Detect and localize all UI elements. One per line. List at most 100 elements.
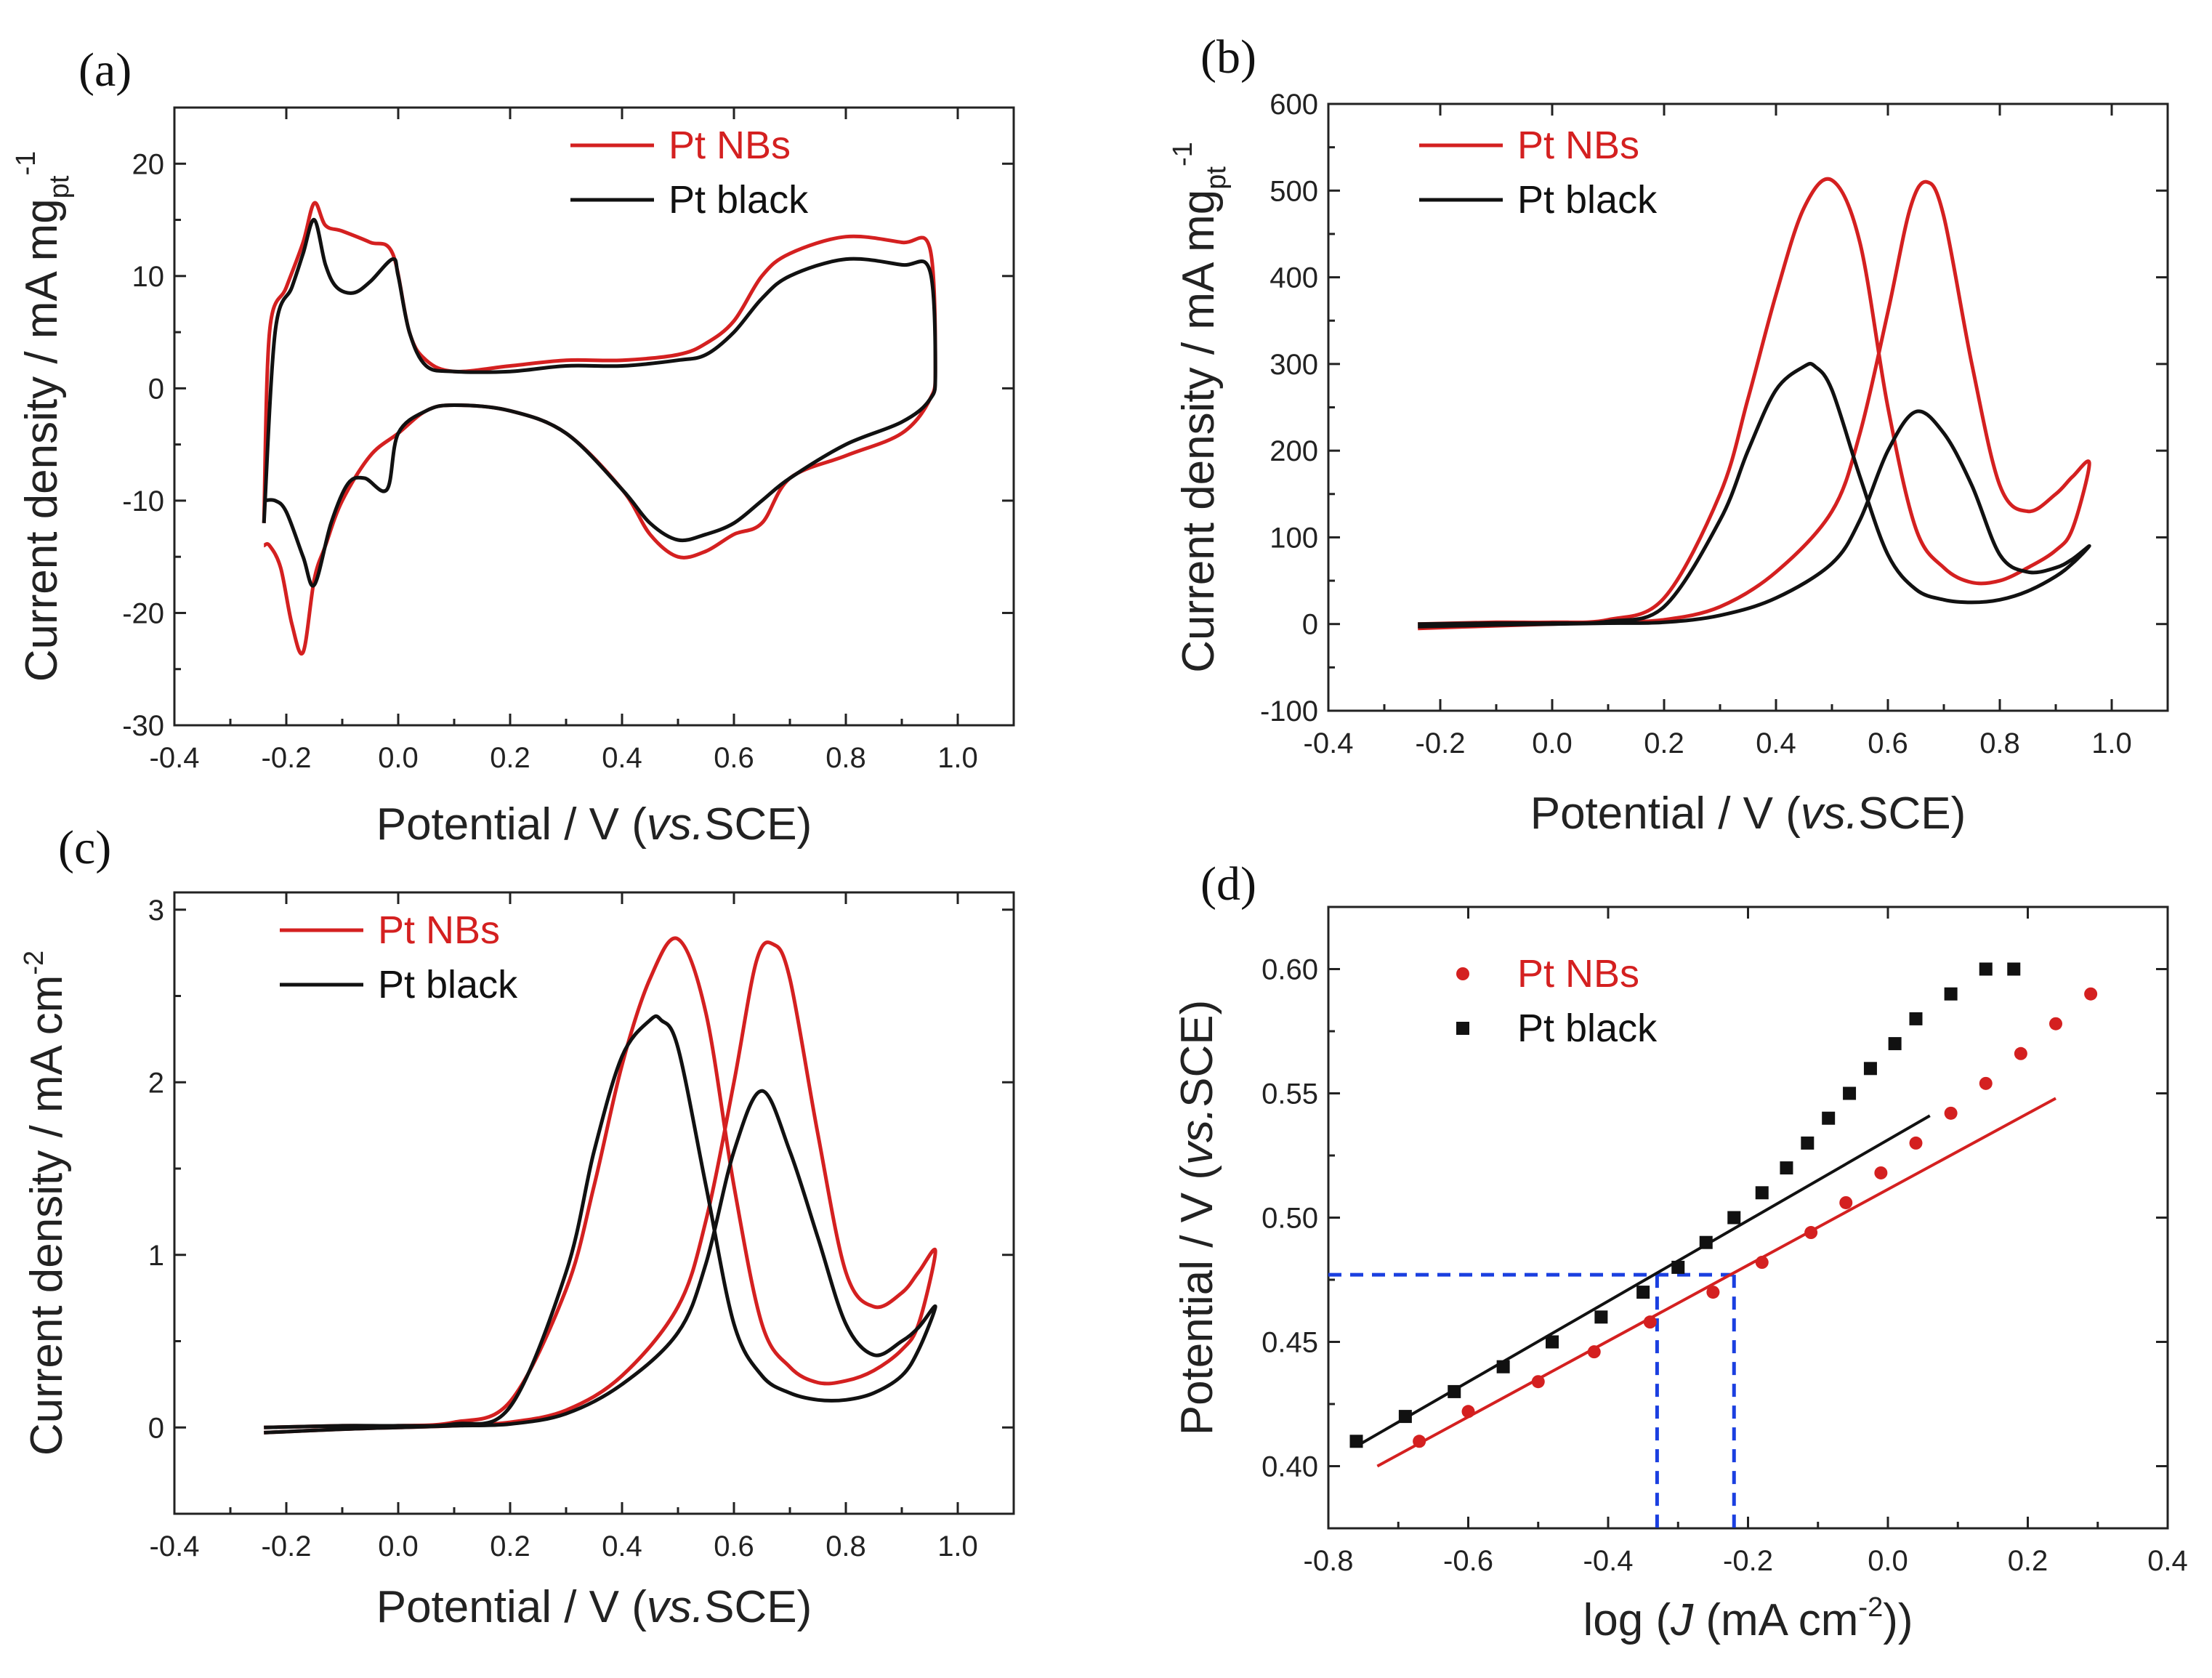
series-pt-nbs-point [1643, 1315, 1657, 1329]
plot-area [1418, 177, 2091, 631]
y-tick-label: -100 [1260, 695, 1318, 727]
y-tick-label: 500 [1270, 175, 1318, 207]
x-axis-label: Potential / V (vs.SCE) [1530, 788, 1966, 839]
plot-area [264, 936, 937, 1435]
x-tick-label: -0.4 [150, 1530, 200, 1562]
x-tick-label: 0.4 [1756, 727, 1796, 759]
x-tick-label: -0.2 [1416, 727, 1466, 759]
legend-label-pt-nbs: Pt NBs [378, 908, 500, 952]
y-axis-label: Potential / V (vs.SCE) [1172, 1000, 1222, 1436]
series-pt-black-point [1496, 1360, 1510, 1374]
series-pt-nbs-fit [1376, 1097, 2056, 1468]
x-tick-label: 0.6 [714, 1530, 754, 1562]
series-pt-nbs-point [1874, 1166, 1888, 1179]
series-pt-black-point [1671, 1260, 1685, 1274]
panel-a: (a) -0.4 -0.2 0.0 0.2 0.4 0.6 0.8 1.0 -30 -20 -10 0 1… [11, 44, 1015, 850]
y-tick-label: 0 [148, 1412, 164, 1444]
series-pt-black-point [1888, 1037, 1902, 1051]
y-tick-label: -30 [122, 710, 164, 742]
plot-frame [173, 106, 1015, 727]
y-tick-label: 0.45 [1262, 1327, 1318, 1359]
y-axis-label: Current density / mA mgpt-1 [11, 151, 75, 682]
x-tick-label: 0.8 [826, 742, 866, 774]
series-pt-black-point [1594, 1310, 1608, 1324]
x-tick-label: 0.6 [714, 742, 754, 774]
series-pt-nbs-point [2014, 1046, 2027, 1060]
x-tick-label: -0.2 [262, 742, 312, 774]
legend-label-pt-black: Pt black [378, 963, 518, 1007]
panel-label: (a) [78, 44, 132, 97]
x-tick-label: -0.2 [262, 1530, 312, 1562]
plot-area [1328, 962, 2098, 1528]
series-pt-nbs-point [2084, 987, 2098, 1001]
x-tick-label: 0.8 [1979, 727, 2020, 759]
panel-d: (d) -0.8 -0.6 -0.4 -0.2 0.0 0.2 0.4 0.40 0.45 0.50… [1172, 858, 2188, 1645]
panel-c: (c) -0.4 -0.2 0.0 0.2 0.4 0.6 0.8 1.0 0 1 2 3 Pt NBs P… [19, 821, 1015, 1632]
x-tick-label: 0.4 [2147, 1545, 2188, 1577]
y-tick-label: 0.55 [1262, 1078, 1318, 1110]
y-tick-label: -20 [122, 597, 164, 629]
x-axis-label: Potential / V (vs.SCE) [376, 1582, 812, 1632]
series-pt-black-point [1780, 1161, 1793, 1175]
x-axis-label: Potential / V (vs.SCE) [376, 799, 812, 850]
series-pt-black-point [1979, 962, 1993, 976]
x-tick-label: 0.4 [602, 742, 642, 774]
x-tick-label: 0.0 [1868, 1545, 1908, 1577]
x-tick-label: 1.0 [937, 742, 978, 774]
y-tick-label: 0.40 [1262, 1451, 1318, 1483]
x-tick-label: 1.0 [2091, 727, 2132, 759]
legend-label-pt-nbs: Pt NBs [1517, 952, 1639, 996]
y-axis-label: Current density / mA mgpt-1 [1168, 142, 1232, 673]
series-pt-black-point [1448, 1384, 1461, 1398]
series-pt-nbs-point [1531, 1375, 1545, 1389]
y-tick-label: 2 [148, 1067, 164, 1099]
series-pt-black-line [1418, 361, 2091, 629]
series-pt-nbs-point [1909, 1136, 1923, 1150]
x-tick-label: 0.0 [378, 742, 419, 774]
series-pt-nbs-point [1461, 1405, 1475, 1419]
legend-label-pt-nbs: Pt NBs [669, 124, 791, 167]
x-tick-label: 0.6 [1868, 727, 1908, 759]
x-tick-label: 0.2 [490, 1530, 530, 1562]
series-pt-black-point [1944, 987, 1958, 1001]
legend-label-pt-black: Pt black [1517, 178, 1658, 222]
plot-frame [1327, 102, 2169, 712]
y-tick-label: 0 [148, 373, 164, 405]
y-tick-label: 0.60 [1262, 954, 1318, 986]
series-pt-nbs-line [1418, 177, 2091, 631]
x-tick-label: -0.4 [1583, 1545, 1634, 1577]
x-tick-label: -0.4 [150, 742, 200, 774]
series-pt-black-point [1699, 1235, 1713, 1249]
series-pt-black-line [264, 1014, 937, 1435]
y-axis-label: Current density / mA cm-2 [19, 951, 72, 1456]
series-pt-black-point [1398, 1410, 1412, 1424]
legend-swatch-pt-nbs [1456, 967, 1469, 980]
series-pt-nbs-line [264, 936, 937, 1435]
series-pt-nbs-point [1979, 1076, 1993, 1090]
series-pt-nbs-point [1755, 1256, 1769, 1270]
y-tick-label: 3 [148, 895, 164, 927]
y-tick-label: 10 [132, 261, 165, 293]
legend-swatch-pt-black [1456, 1022, 1469, 1035]
x-tick-label: 0.4 [602, 1530, 642, 1562]
panel-label: (c) [58, 821, 111, 874]
legend-label-pt-black: Pt black [1517, 1007, 1658, 1050]
series-pt-nbs-point [1706, 1286, 1720, 1299]
series-pt-black-point [1636, 1286, 1650, 1299]
x-tick-label: -0.6 [1443, 1545, 1493, 1577]
x-tick-label: -0.8 [1304, 1545, 1354, 1577]
series-pt-black-point [1843, 1086, 1857, 1100]
x-axis-label: log (J (mA cm-2)) [1583, 1592, 1913, 1645]
series-pt-nbs-point [2049, 1017, 2062, 1030]
series-pt-nbs-point [1413, 1435, 1426, 1448]
series-pt-nbs-line [262, 201, 937, 656]
series-pt-black-point [1349, 1435, 1363, 1448]
series-pt-nbs-point [1587, 1345, 1601, 1359]
panel-label: (b) [1200, 31, 1256, 84]
plot-frame [173, 891, 1015, 1515]
series-pt-black-point [1801, 1136, 1815, 1150]
plot-frame [1327, 905, 2169, 1530]
y-tick-label: 200 [1270, 435, 1318, 467]
plot-area [262, 201, 937, 656]
